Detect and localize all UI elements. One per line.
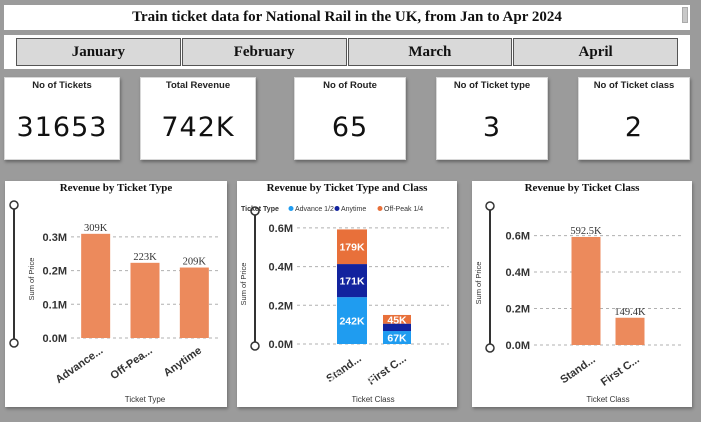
y-tick-label: 0.3M bbox=[43, 232, 67, 244]
x-tick-label: Stand... bbox=[558, 354, 597, 387]
y-axis-title: Sum of Price bbox=[239, 263, 248, 306]
data-label: 149.4K bbox=[614, 307, 646, 318]
data-label: 592.5K bbox=[570, 226, 602, 237]
chart-title: Revenue by Ticket Type bbox=[59, 182, 173, 194]
x-axis-title: Ticket Class bbox=[586, 395, 629, 404]
kpi-label: No of Ticket class bbox=[593, 80, 675, 91]
y-tick-label: 0.0M bbox=[506, 340, 530, 352]
stacked-bar-segment bbox=[337, 297, 367, 344]
chart-revenue-by-ticket-class: 0.0M 0.2M 0.4M 0.6M Sum of Price Ticket Class… bbox=[474, 201, 682, 404]
bar bbox=[571, 236, 601, 345]
kpi-value: 2 bbox=[624, 112, 644, 143]
kpi-card-revenue: Total Revenue 742K bbox=[140, 77, 256, 160]
kpi-label: Total Revenue bbox=[165, 80, 231, 91]
legend-title: Ticket Type bbox=[241, 206, 279, 213]
chart-panel-ticket-class: Revenue by Ticket Class 0.0M 0.2M 0.4M 0.6M… bbox=[472, 181, 692, 407]
range-slider-handle-bottom bbox=[250, 341, 260, 351]
y-tick-label: 0.2M bbox=[269, 300, 293, 312]
month-button-january[interactable]: January bbox=[16, 38, 181, 66]
watermark-latin: mostaql.com bbox=[314, 386, 382, 398]
y-tick-label: 0.0M bbox=[269, 339, 293, 351]
range-slider-handle-bottom bbox=[485, 343, 495, 353]
y-tick-label: 0.0M bbox=[43, 333, 67, 345]
kpi-value: 742K bbox=[161, 112, 235, 143]
chart-revenue-by-ticket-type: 0.0M 0.1M 0.2M 0.3M Sum of Price Ticket Type 3… bbox=[9, 200, 219, 404]
kpi-card-tickets: No of Tickets 31653 bbox=[4, 77, 120, 160]
kpi-value: 65 bbox=[331, 112, 369, 143]
y-tick-label: 0.2M bbox=[506, 304, 530, 316]
month-button-february[interactable]: February bbox=[181, 38, 347, 66]
kpi-value: 3 bbox=[482, 112, 502, 143]
report-title-bar: Train ticket data for National Rail in t… bbox=[4, 5, 690, 30]
month-button-march[interactable]: March bbox=[347, 38, 513, 66]
y-tick-label: 0.6M bbox=[506, 231, 530, 243]
x-tick-label: Advance... bbox=[53, 345, 105, 386]
chart-panel-type-class: Revenue by Ticket Type and Class 0.0M 0.2… bbox=[237, 181, 457, 407]
bar bbox=[81, 233, 111, 338]
data-label: 209K bbox=[183, 257, 207, 268]
kpi-label: No of Route bbox=[323, 80, 377, 91]
chart-panel-ticket-type: Revenue by Ticket Type 0.0M 0.1M 0.2M 0.3M S… bbox=[5, 181, 227, 407]
data-label: 223K bbox=[133, 252, 157, 263]
legend-marker bbox=[377, 206, 383, 211]
range-slider-handle-top bbox=[250, 206, 260, 216]
x-tick-label: Off-Pea... bbox=[108, 345, 154, 383]
stacked-bar-segment bbox=[383, 314, 411, 324]
kpi-value: 31653 bbox=[16, 112, 108, 143]
y-axis-title: Sum of Price bbox=[27, 258, 36, 301]
kpi-label: No of Tickets bbox=[32, 80, 92, 91]
stacked-bar-segment bbox=[337, 229, 367, 265]
y-tick-label: 0.1M bbox=[43, 299, 67, 311]
chart-title: Revenue by Ticket Type and Class bbox=[266, 182, 428, 194]
kpi-card-routes: No of Route 65 bbox=[294, 77, 406, 160]
data-label: 171K bbox=[339, 276, 365, 288]
x-tick-label: First C... bbox=[599, 354, 642, 389]
chart-title: Revenue by Ticket Class bbox=[524, 182, 640, 194]
watermark-arabic: مستقل bbox=[322, 367, 374, 386]
legend-label: Off-Peak 1/4 bbox=[384, 206, 423, 213]
y-tick-label: 0.4M bbox=[506, 267, 530, 279]
data-label: 45K bbox=[387, 314, 407, 326]
x-axis-title: Ticket Class bbox=[351, 395, 394, 404]
y-tick-label: 0.4M bbox=[269, 262, 293, 274]
legend-label: Anytime bbox=[341, 206, 366, 213]
range-slider-handle-top bbox=[485, 201, 495, 211]
bar bbox=[615, 317, 645, 345]
month-slicer: January February March April bbox=[4, 35, 690, 69]
kpi-card-ticket-types: No of Ticket type 3 bbox=[436, 77, 548, 160]
range-slider-handle-top bbox=[9, 200, 19, 210]
kpi-card-ticket-classes: No of Ticket class 2 bbox=[578, 77, 690, 160]
x-axis-title: Ticket Type bbox=[125, 395, 166, 404]
x-tick-label: Anytime bbox=[162, 345, 204, 380]
y-tick-label: 0.6M bbox=[269, 223, 293, 235]
bar bbox=[130, 262, 160, 338]
y-axis-title: Sum of Price bbox=[474, 262, 483, 305]
range-slider-handle-bottom bbox=[9, 338, 19, 348]
kpi-label: No of Ticket type bbox=[453, 80, 531, 91]
stacked-bar-segment bbox=[383, 331, 411, 344]
data-label: 179K bbox=[339, 242, 365, 254]
y-tick-label: 0.2M bbox=[43, 266, 67, 278]
stacked-bar-segment bbox=[337, 264, 367, 298]
scrollbar-thumb[interactable] bbox=[682, 7, 688, 23]
stacked-bar-segment bbox=[383, 323, 411, 332]
data-label: 242K bbox=[339, 316, 365, 328]
legend-label: Advance 1/2 bbox=[295, 206, 334, 213]
report-title: Train ticket data for National Rail in t… bbox=[132, 9, 562, 25]
data-label: 309K bbox=[84, 223, 108, 234]
legend-marker bbox=[334, 206, 340, 211]
legend-marker bbox=[288, 206, 294, 211]
data-label: 67K bbox=[387, 333, 407, 345]
chart-revenue-by-type-and-class: 0.0M 0.2M 0.4M 0.6M Sum of Price Ticket Class… bbox=[239, 206, 449, 404]
month-button-april[interactable]: April bbox=[513, 38, 678, 66]
bar bbox=[179, 267, 209, 338]
watermark: مستقل mostaql.com bbox=[308, 367, 388, 399]
